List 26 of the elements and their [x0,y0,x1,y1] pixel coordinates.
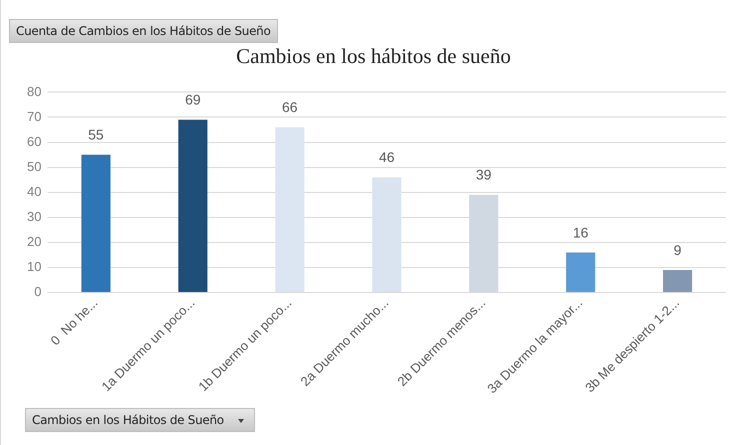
data-label: 66 [282,99,298,116]
data-label: 16 [572,224,589,240]
y-tick-label: 10 [26,259,42,274]
bar [372,177,402,292]
y-tick-label: 0 [34,284,42,300]
data-label: 55 [88,126,104,143]
field-dropdown-button: Cambios en los Hábitos de Sueño [25,408,255,432]
data-label: 46 [378,149,395,166]
bar [81,154,110,292]
y-tick-label: 50 [26,158,42,174]
bar [566,252,596,292]
bar [662,270,692,292]
y-tick-label: 80 [26,84,42,99]
data-label: 9 [674,242,682,258]
y-tick-label: 60 [26,134,42,149]
chart-title: Cambios en los hábitos de sueño [236,44,511,68]
bar [178,120,208,292]
y-tick-label: 30 [26,208,42,224]
y-tick-label: 20 [26,234,42,250]
y-tick-label: 40 [26,184,42,199]
x-tick-label: 0 No he... [48,295,101,348]
bar [275,127,304,292]
field-button: Cuenta de Cambios en los Hábitos de Sueño [9,19,278,43]
data-label: 39 [476,166,492,183]
data-label: 69 [185,92,201,108]
y-tick-label: 70 [26,108,42,124]
